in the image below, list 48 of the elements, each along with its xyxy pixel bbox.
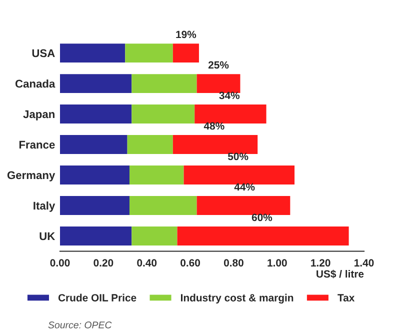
annotation: 25% (208, 61, 229, 69)
x-tick-label: 1.40 (354, 259, 374, 267)
bar (60, 166, 130, 184)
x-axis-title: US$ / litre (316, 270, 364, 278)
bar (177, 226, 349, 246)
x-tick-label: 1.20 (311, 259, 330, 267)
bar (127, 135, 173, 154)
bar (132, 74, 197, 93)
bar (196, 74, 240, 93)
annotation: 60% (252, 214, 272, 222)
bar (129, 196, 197, 215)
x-tick-label: 0.00 (50, 259, 70, 267)
bar (132, 104, 195, 124)
bar (129, 166, 184, 184)
x-tick-label: 0.20 (94, 259, 114, 267)
y-tick-label: Japan (23, 110, 54, 120)
bar (60, 226, 132, 246)
bar (125, 44, 173, 62)
bar (184, 166, 295, 184)
x-tick-label: 0.60 (180, 259, 200, 267)
y-tick-label: USA (32, 49, 55, 58)
annotation: 48% (204, 122, 224, 130)
bar (60, 104, 132, 124)
annotation: 44% (234, 183, 255, 191)
y-tick-label: Canada (15, 79, 56, 88)
bar (132, 226, 178, 246)
bar (60, 135, 128, 154)
bar (60, 196, 130, 215)
bar (196, 196, 290, 215)
annotation: 34% (219, 92, 240, 100)
bar (60, 44, 126, 62)
x-tick-label: 0.40 (137, 259, 157, 267)
y-tick-label: Germany (7, 171, 56, 182)
bar (194, 104, 266, 124)
legend-label: Industry cost & margin (181, 294, 294, 304)
annotation: 50% (228, 152, 248, 160)
y-tick-label: UK (40, 232, 56, 240)
y-tick-label: Italy (34, 201, 56, 212)
bar (172, 44, 199, 62)
x-tick-label: 1.00 (268, 259, 287, 267)
bar (172, 135, 258, 154)
y-tick-label: France (19, 140, 55, 149)
legend-label: Tax (338, 294, 355, 302)
x-tick-label: 0.80 (224, 259, 244, 267)
legend-label: Crude OIL Price (58, 294, 136, 302)
bar (60, 74, 132, 93)
source-note: Source: OPEC (48, 322, 112, 328)
annotation: 19% (176, 30, 196, 38)
